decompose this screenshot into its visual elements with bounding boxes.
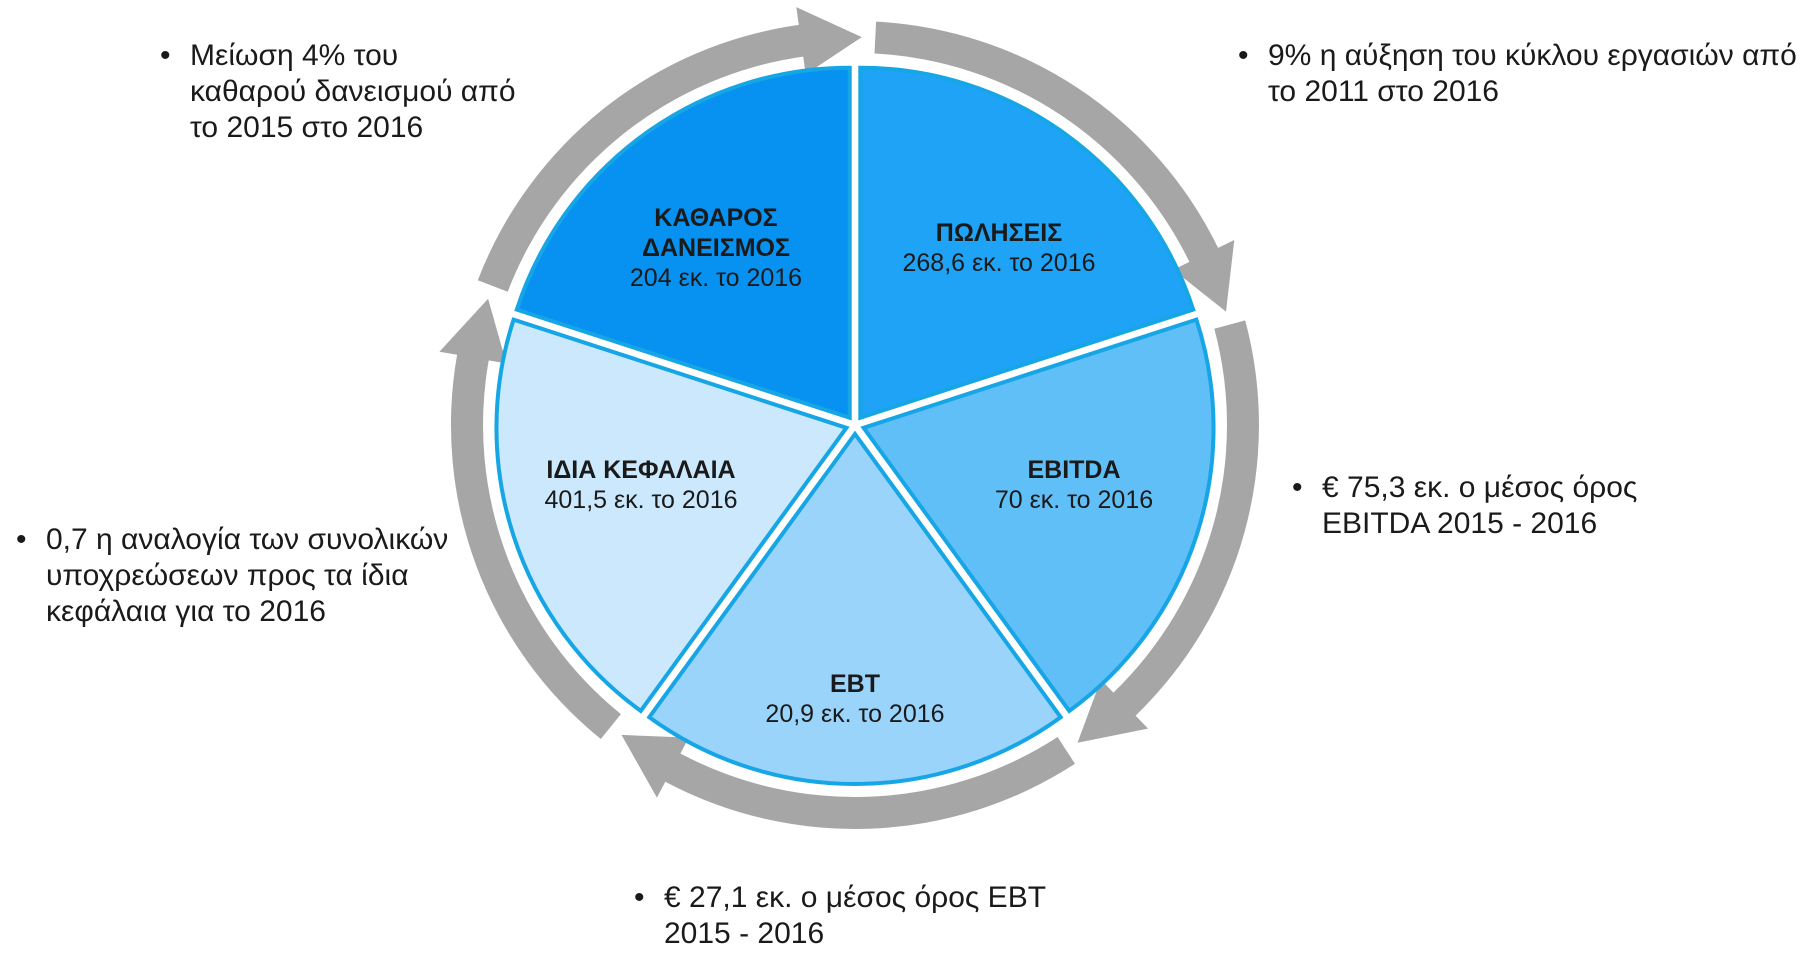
cycle-arrow (874, 21, 1235, 312)
note: Μείωση 4% του καθαρού δανεισμού από το 2… (160, 38, 520, 146)
segment-text: 20,9 εκ. το 2016 (765, 700, 945, 728)
segment-title: EBITDA (1027, 456, 1121, 484)
segment-title: ΠΩΛΗΣΕΙΣ (935, 219, 1063, 247)
segment (860, 317, 1216, 714)
segment (494, 317, 850, 714)
segment-text: 204 εκ. το 2016 (629, 264, 803, 292)
segment-label: EBT 20,9 εκ. το 2016 (755, 669, 955, 729)
segment-text: 70 εκ. το 2016 (994, 486, 1154, 514)
cycle-arrow (439, 298, 621, 739)
segment-text: 401,5 εκ. το 2016 (544, 486, 738, 514)
segment-title: ΚΑΘΑΡΟΣ ΔΑΝΕΙΣΜΟΣ (642, 204, 790, 262)
cycle-arrow (477, 7, 862, 292)
segment-title: ΙΔΙΑ ΚΕΦΑΛΑΙΑ (546, 456, 736, 484)
segment-title: EBT (830, 670, 880, 698)
segment (514, 65, 852, 421)
segment (646, 430, 1064, 786)
segment-label: EBITDA 70 εκ. το 2016 (974, 455, 1174, 515)
cycle-arrow (1077, 320, 1259, 743)
note: 9% η αύξηση του κύκλου εργασιών από το 2… (1238, 38, 1810, 110)
note: 0,7 η αναλογία των συνολικών υποχρεώσεων… (16, 522, 496, 630)
segment (858, 65, 1196, 421)
note: € 27,1 εκ. ο μέσος όρος EBT 2015 - 2016 (634, 880, 1084, 952)
segment-text: 268,6 εκ. το 2016 (902, 249, 1096, 277)
segment-label: ΚΑΘΑΡΟΣ ΔΑΝΕΙΣΜΟΣ 204 εκ. το 2016 (601, 203, 831, 293)
segment-label: ΙΔΙΑ ΚΕΦΑΛΑΙΑ 401,5 εκ. το 2016 (541, 455, 741, 515)
segment-label: ΠΩΛΗΣΕΙΣ 268,6 εκ. το 2016 (899, 218, 1099, 278)
cycle-arrow (621, 734, 1075, 829)
note: € 75,3 εκ. ο μέσος όρος EBITDA 2015 - 20… (1292, 470, 1742, 542)
